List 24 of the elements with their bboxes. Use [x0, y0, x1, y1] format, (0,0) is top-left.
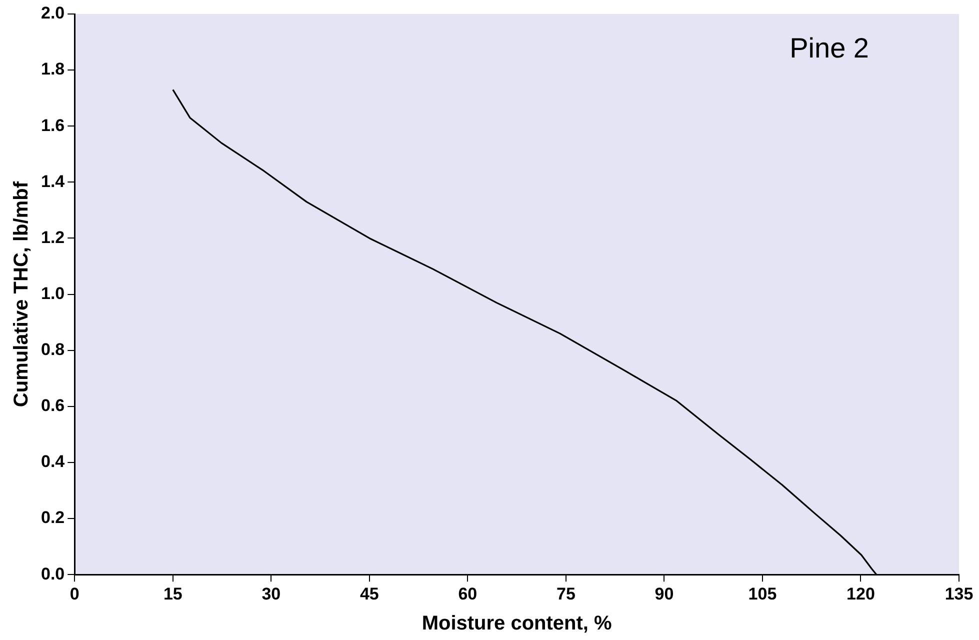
x-tick-label: 0 [70, 584, 80, 604]
y-tick-label: 1.8 [40, 60, 65, 79]
x-tick-label: 135 [944, 584, 974, 604]
y-tick-label: 0.8 [40, 340, 65, 360]
y-tick-label: 1.2 [40, 228, 65, 247]
x-axis-title: Moisture content, % [422, 612, 612, 635]
y-tick-label: 0.4 [40, 452, 66, 472]
y-tick-label: 0.2 [40, 508, 65, 528]
x-tick-label: 45 [360, 584, 379, 604]
y-tick-label: 0.6 [40, 396, 65, 416]
x-tick-label: 90 [654, 584, 674, 604]
y-tick-label: 1.4 [40, 172, 66, 191]
x-tick-label: 75 [556, 584, 576, 604]
y-axis-title: Cumulative THC, lb/mbf [10, 181, 33, 408]
y-tick-label: 2.0 [40, 4, 65, 23]
y-tick-label: 1.0 [40, 284, 65, 303]
y-tick-label: 0.0 [40, 564, 65, 584]
x-tick-label: 15 [163, 584, 182, 604]
x-tick-label: 30 [262, 584, 281, 604]
x-tick-label: 60 [458, 584, 478, 604]
x-tick-label: 120 [846, 584, 875, 604]
annotation: Pine 2 [790, 32, 869, 64]
y-tick-label: 1.6 [40, 116, 65, 135]
x-tick-label: 105 [748, 584, 777, 604]
